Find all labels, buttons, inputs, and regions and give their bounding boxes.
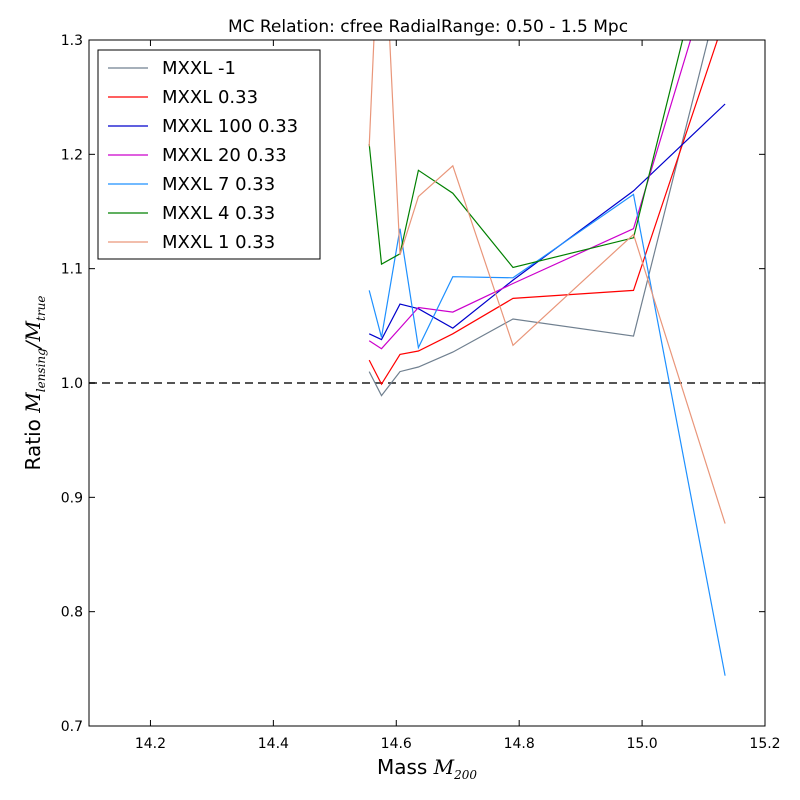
x-tick-label: 14.4 <box>258 736 289 752</box>
y-axis-symbol: M <box>21 392 45 414</box>
legend: MXXL -1 MXXL 0.33 MXXL 100 0.33 MXXL 20 0.3… <box>97 49 321 260</box>
series-line-4 <box>368 193 726 676</box>
legend-label: MXXL 4 0.33 <box>162 203 275 224</box>
tick-layer: 14.2 14.4 14.6 14.8 15.0 15.2 0.7 0.8 0.9 1.0 1.1 1… <box>61 33 781 752</box>
x-tick-label: 15.0 <box>627 736 658 752</box>
y-tick-label: 1.3 <box>61 33 83 49</box>
series-line-3 <box>368 40 692 350</box>
x-tick-label: 14.8 <box>504 736 535 752</box>
series-line-0 <box>368 40 709 397</box>
x-axis-label: Mass M200 <box>377 755 477 782</box>
y-axis-separator: / <box>21 339 45 350</box>
y-axis-subscript-2: true <box>34 296 48 321</box>
y-axis-symbol-2: M <box>21 320 45 342</box>
x-tick-label: 14.6 <box>381 736 412 752</box>
chart-title: MC Relation: cfree RadialRange: 0.50 - 1… <box>228 17 628 37</box>
series-line-6 <box>368 40 726 524</box>
x-axis-symbol: M <box>433 755 455 779</box>
x-tick-label: 14.2 <box>135 736 166 752</box>
y-axis-label: Ratio Mlensing/Mtrue <box>21 296 48 471</box>
y-axis-subscript: lensing <box>34 348 48 392</box>
legend-label: MXXL 20 0.33 <box>162 145 287 166</box>
y-tick-label: 1.2 <box>61 147 83 163</box>
x-axis-label-text: Mass <box>377 755 434 779</box>
y-axis-label-text: Ratio <box>21 413 45 471</box>
legend-label: MXXL 1 0.33 <box>162 232 275 253</box>
legend-label: MXXL -1 <box>162 58 236 79</box>
series-layer <box>368 40 726 676</box>
y-tick-label: 1.1 <box>61 262 83 278</box>
series-line-2 <box>368 103 726 341</box>
y-tick-label: 0.7 <box>61 719 83 735</box>
series-line-1 <box>368 40 719 386</box>
legend-label: MXXL 7 0.33 <box>162 174 275 195</box>
x-tick-label: 15.2 <box>749 736 780 752</box>
legend-label: MXXL 0.33 <box>162 87 258 108</box>
x-axis-subscript: 200 <box>453 768 477 782</box>
y-tick-label: 0.9 <box>61 490 83 506</box>
y-tick-label: 0.8 <box>61 605 83 621</box>
y-tick-label: 1.0 <box>61 376 83 392</box>
legend-label: MXXL 100 0.33 <box>162 116 298 137</box>
